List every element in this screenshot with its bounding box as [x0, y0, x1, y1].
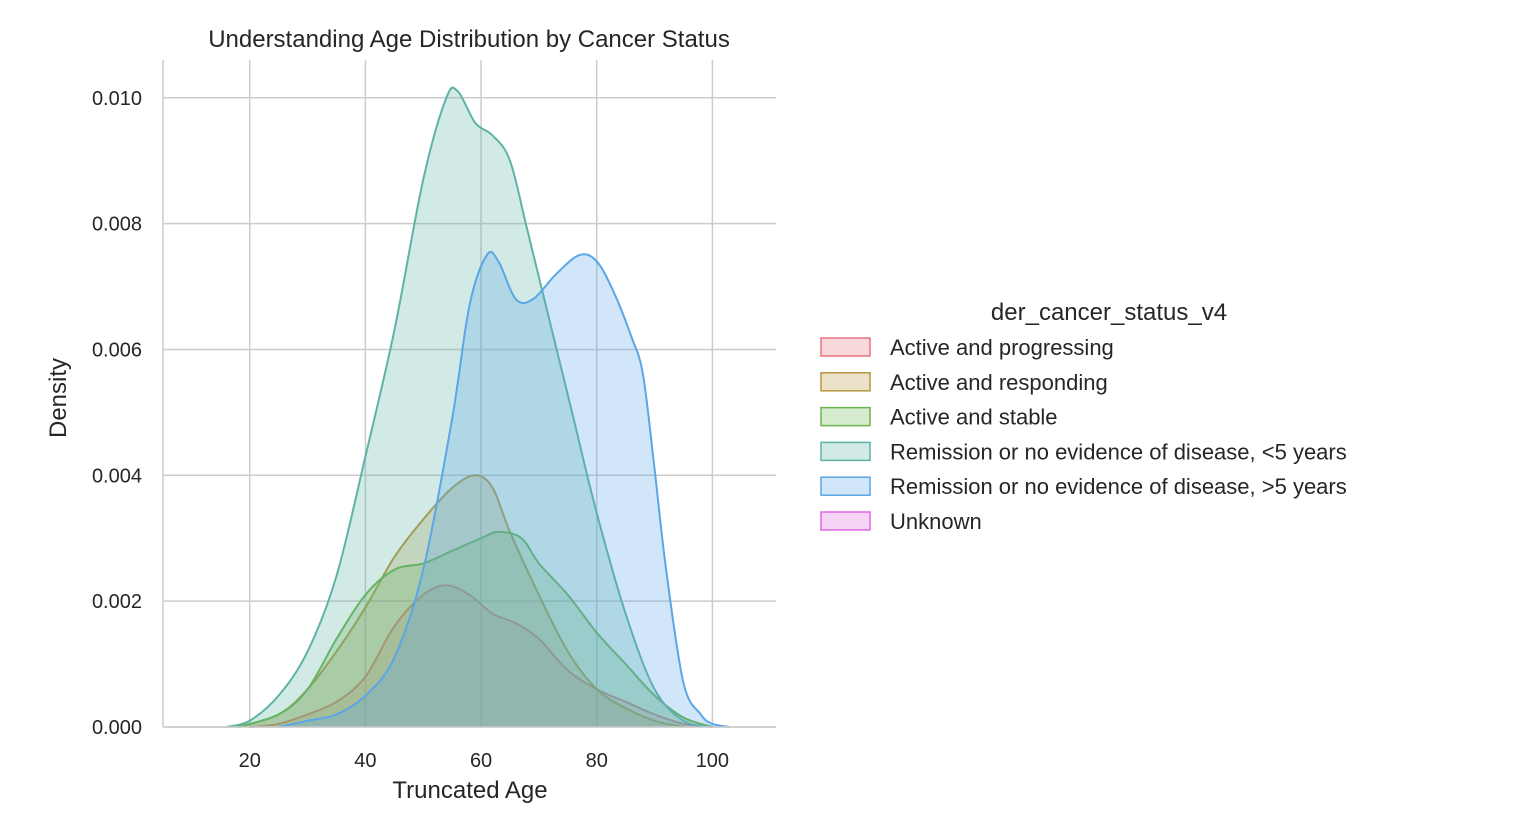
legend-entry: Unknown — [820, 509, 982, 534]
axes-layer: 20 40 60 80 100 0.000 0.002 0.004 0.006 0.008 0.01… — [92, 60, 776, 772]
area-layer — [226, 86, 730, 728]
y-tick-label: 0.000 — [92, 717, 142, 739]
y-axis-label: Density — [45, 358, 72, 438]
density-line — [278, 250, 730, 728]
legend-swatch — [820, 476, 871, 496]
legend-swatch — [820, 511, 871, 531]
legend-label: Active and stable — [890, 405, 1058, 430]
legend-entry: Active and responding — [820, 370, 1108, 395]
legend-label: Remission or no evidence of disease, >5 … — [890, 474, 1347, 499]
y-tick-label: 0.006 — [92, 339, 142, 361]
legend-entry: Active and progressing — [820, 335, 1114, 360]
legend-label: Unknown — [890, 509, 982, 534]
x-tick-label: 40 — [354, 750, 376, 772]
density-area — [278, 251, 730, 727]
density-line — [237, 474, 684, 728]
y-tick-label: 0.004 — [92, 465, 142, 487]
legend-label: Active and progressing — [890, 335, 1114, 360]
y-tick-label: 0.002 — [92, 591, 142, 613]
legend-entry: Active and stable — [820, 405, 1058, 430]
density-area — [238, 531, 713, 727]
chart-title: Understanding Age Distribution by Cancer… — [208, 26, 730, 53]
density-area — [249, 585, 713, 727]
x-tick-label: 20 — [239, 750, 261, 772]
x-tick-label: 80 — [586, 750, 608, 772]
x-tick-label: 60 — [470, 750, 492, 772]
legend-swatch — [820, 406, 871, 427]
density-area — [226, 87, 713, 727]
legend-entry: Remission or no evidence of disease, >5 … — [820, 474, 1347, 499]
x-axis-label: Truncated Age — [392, 777, 547, 804]
legend-swatch — [820, 337, 871, 357]
legend: der_cancer_status_v4 Active and progress… — [820, 299, 1347, 534]
legend-label: Remission or no evidence of disease, <5 … — [890, 439, 1347, 464]
legend-swatch — [820, 441, 871, 462]
legend-swatch — [820, 372, 871, 392]
density-line — [237, 530, 713, 728]
legend-entry: Remission or no evidence of disease, <5 … — [820, 439, 1347, 464]
y-tick-label: 0.008 — [92, 214, 142, 236]
legend-label: Active and responding — [890, 370, 1108, 395]
density-line — [249, 584, 713, 728]
legend-title: der_cancer_status_v4 — [991, 299, 1227, 326]
y-tick-label: 0.010 — [92, 88, 142, 110]
density-area — [238, 475, 684, 727]
x-tick-label: 100 — [696, 750, 729, 772]
density-line — [226, 86, 713, 728]
